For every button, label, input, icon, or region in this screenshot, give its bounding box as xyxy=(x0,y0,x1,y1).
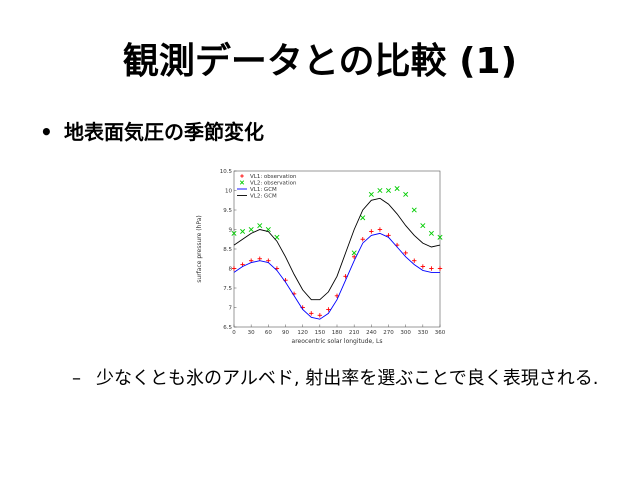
data-point xyxy=(369,229,374,234)
series-2 xyxy=(231,186,443,256)
data-point xyxy=(248,226,254,233)
y-tick-label: 9 xyxy=(229,228,233,234)
y-tick-label: 8 xyxy=(229,267,233,273)
legend-label: VL1: GCM xyxy=(250,187,277,193)
data-point xyxy=(240,228,246,234)
data-point xyxy=(377,187,383,194)
data-point xyxy=(403,250,408,256)
data-point xyxy=(412,258,417,263)
series-line xyxy=(233,232,440,320)
legend-label: VL2: observation xyxy=(250,181,297,187)
sub-bullet-dash: – xyxy=(72,368,81,389)
y-tick-label: 10.5 xyxy=(220,169,233,175)
legend-item: VL2: GCM xyxy=(237,194,277,200)
legend-label: VL2: GCM xyxy=(250,194,277,200)
x-tick-label: 270 xyxy=(383,330,394,336)
x-tick-label: 120 xyxy=(297,330,308,336)
data-point xyxy=(368,191,374,197)
plot-area xyxy=(233,170,441,328)
series-1 xyxy=(231,227,443,318)
legend-label: VL1: observation xyxy=(250,174,297,180)
chart: 0 30 60 90 120 150 180 210 240 270 300 330 360 6.5 7 7.… xyxy=(193,163,453,345)
legend-item: VL1: observation xyxy=(240,174,297,180)
legend-item: VL1: GCM xyxy=(237,187,277,193)
data-point xyxy=(351,250,357,256)
chart-series xyxy=(231,186,443,320)
y-tick-label: 8.5 xyxy=(223,247,232,253)
data-point xyxy=(326,307,331,312)
x-tick-label: 300 xyxy=(400,330,411,336)
data-point xyxy=(411,207,417,213)
sub-bullet-text: 少なくとも氷のアルベド, 射出率を選ぶことで良く表現される. xyxy=(96,368,599,389)
data-point xyxy=(403,191,409,197)
y-axis-label: surface pressure (hPa) xyxy=(196,215,203,282)
x-tick-label: 60 xyxy=(265,330,272,336)
data-point xyxy=(274,234,280,240)
chart-svg: 0 30 60 90 120 150 180 210 240 270 300 330 360 6.5 7 7.… xyxy=(196,169,446,345)
x-tick-label: 210 xyxy=(349,330,360,336)
data-point xyxy=(428,230,434,236)
data-point xyxy=(437,266,443,271)
data-point xyxy=(360,237,365,242)
x-tick-label: 90 xyxy=(282,330,289,336)
data-point xyxy=(394,186,400,192)
data-point xyxy=(385,187,392,194)
x-tick-label: 240 xyxy=(366,330,377,336)
sub-bullet: – 少なくとも氷のアルベド, 射出率を選ぶことで良く表現される. xyxy=(72,367,612,391)
data-point xyxy=(420,264,426,269)
slide-title: 観測データとの比較 (1) xyxy=(122,41,518,82)
y-tick-label: 7.5 xyxy=(223,286,232,292)
data-point xyxy=(257,256,262,261)
data-point xyxy=(309,311,314,316)
data-point xyxy=(231,266,237,271)
y-tick-label: 10 xyxy=(225,189,232,195)
x-tick-label: 330 xyxy=(418,330,429,336)
series-line xyxy=(233,197,441,301)
series-3 xyxy=(233,232,440,320)
legend-item: VL2: observation xyxy=(239,180,297,187)
y-tick-label: 7 xyxy=(229,306,233,312)
data-point xyxy=(317,313,323,318)
data-point xyxy=(437,234,443,240)
chart-ticks: 0 30 60 90 120 150 180 210 240 270 300 330 360 6.5 7 7.… xyxy=(220,169,446,336)
bullet-marker: • xyxy=(40,120,53,144)
x-tick-label: 30 xyxy=(248,330,255,336)
x-tick-label: 360 xyxy=(435,330,446,336)
data-point xyxy=(257,223,263,229)
y-tick-label: 6.5 xyxy=(223,325,232,331)
data-point xyxy=(360,215,366,221)
x-axis-label: areocentric solar longitude, Ls xyxy=(292,338,383,345)
x-tick-label: 0 xyxy=(232,330,236,336)
data-point xyxy=(420,223,426,229)
data-point xyxy=(429,266,434,271)
y-tick-label: 9.5 xyxy=(223,208,232,214)
series-4 xyxy=(233,197,441,301)
x-tick-label: 180 xyxy=(332,330,343,336)
bullet-text: 地表面気圧の季節変化 xyxy=(64,120,264,144)
data-point xyxy=(231,230,237,236)
data-point xyxy=(377,227,383,232)
x-tick-label: 150 xyxy=(315,330,326,336)
bullet-item: • 地表面気圧の季節変化 xyxy=(40,119,264,145)
